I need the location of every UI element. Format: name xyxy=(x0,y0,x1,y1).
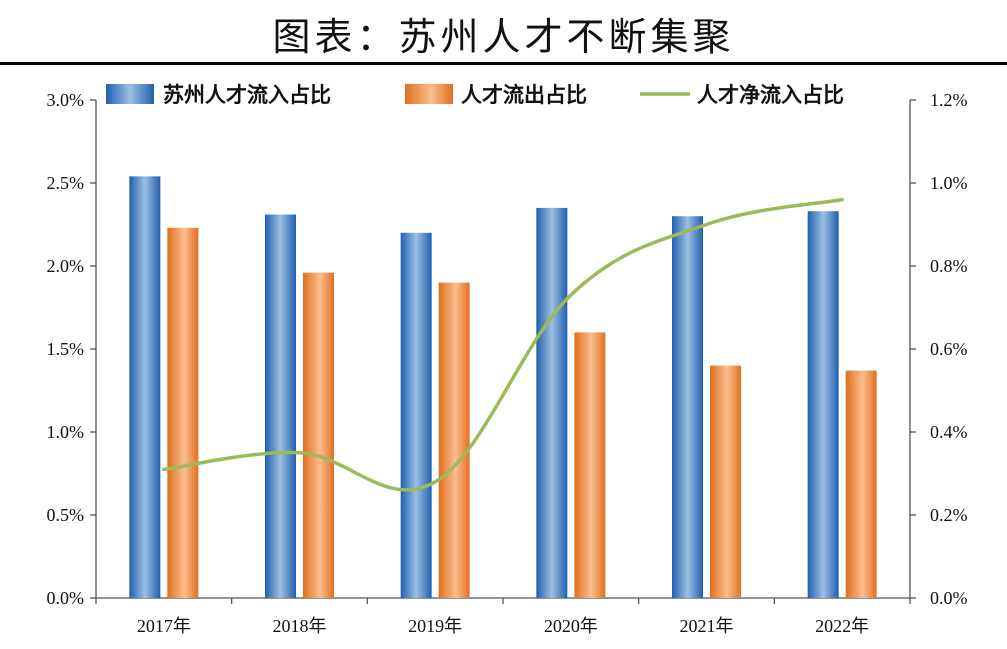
legend-label-net: 人才净流入占比 xyxy=(697,83,844,107)
bar-outflow xyxy=(845,370,877,598)
legend-swatch-inflow xyxy=(106,84,154,104)
x-tick-label: 2017年 xyxy=(137,616,191,636)
right-tick-label: 1.0% xyxy=(930,173,968,193)
right-axis-ticks: 0.0% 0.2% 0.4% 0.6% 0.8% 1.0% 1.2% xyxy=(910,90,968,608)
legend-label-inflow: 苏州人才流入占比 xyxy=(163,83,331,107)
net-inflow-line xyxy=(162,197,844,492)
net-line-series xyxy=(162,197,844,492)
bar-inflow xyxy=(536,207,568,598)
left-tick-label: 1.5% xyxy=(47,339,85,359)
bar-inflow xyxy=(400,232,432,599)
right-tick-label: 1.2% xyxy=(930,90,968,110)
left-tick-label: 2.0% xyxy=(47,256,85,276)
right-tick-label: 0.4% xyxy=(930,422,968,442)
legend: 苏州人才流入占比 人才流出占比 人才净流入占比 xyxy=(106,83,844,107)
x-tick-label: 2021年 xyxy=(680,616,734,636)
bar-outflow xyxy=(438,282,470,598)
x-tick-label: 2019年 xyxy=(408,616,462,636)
bar-outflow xyxy=(574,332,606,598)
legend-swatch-outflow xyxy=(405,84,453,104)
left-tick-label: 1.0% xyxy=(47,422,85,442)
left-tick-label: 0.5% xyxy=(47,505,85,525)
axes xyxy=(95,100,911,599)
title-rule xyxy=(0,62,1007,65)
bar-inflow xyxy=(265,214,296,599)
left-axis-ticks: 0.0% 0.5% 1.0% 1.5% 2.0% 2.5% 3.0% xyxy=(47,90,96,608)
bar-outflow xyxy=(167,227,199,598)
bar-outflow xyxy=(303,272,334,598)
x-tick-label: 2018年 xyxy=(273,616,327,636)
left-tick-label: 0.0% xyxy=(47,588,85,608)
left-tick-label: 3.0% xyxy=(47,90,85,110)
legend-label-outflow: 人才流出占比 xyxy=(461,83,587,107)
bar-outflow xyxy=(710,365,741,598)
x-tick-label: 2020年 xyxy=(544,616,598,636)
bar-inflow xyxy=(129,176,161,599)
right-tick-label: 0.6% xyxy=(930,339,968,359)
right-tick-label: 0.0% xyxy=(930,588,968,608)
x-axis-ticks: 2017年 2018年 2019年 2020年 2021年 2022年 xyxy=(95,598,911,636)
left-tick-label: 2.5% xyxy=(47,173,85,193)
right-tick-label: 0.8% xyxy=(930,256,968,276)
right-tick-label: 0.2% xyxy=(930,505,968,525)
page-title: 图表：苏州人才不断集聚 xyxy=(272,15,735,59)
bar-inflow xyxy=(807,211,839,598)
bars xyxy=(129,176,877,599)
x-tick-label: 2022年 xyxy=(815,616,869,636)
bar-inflow xyxy=(672,216,703,598)
